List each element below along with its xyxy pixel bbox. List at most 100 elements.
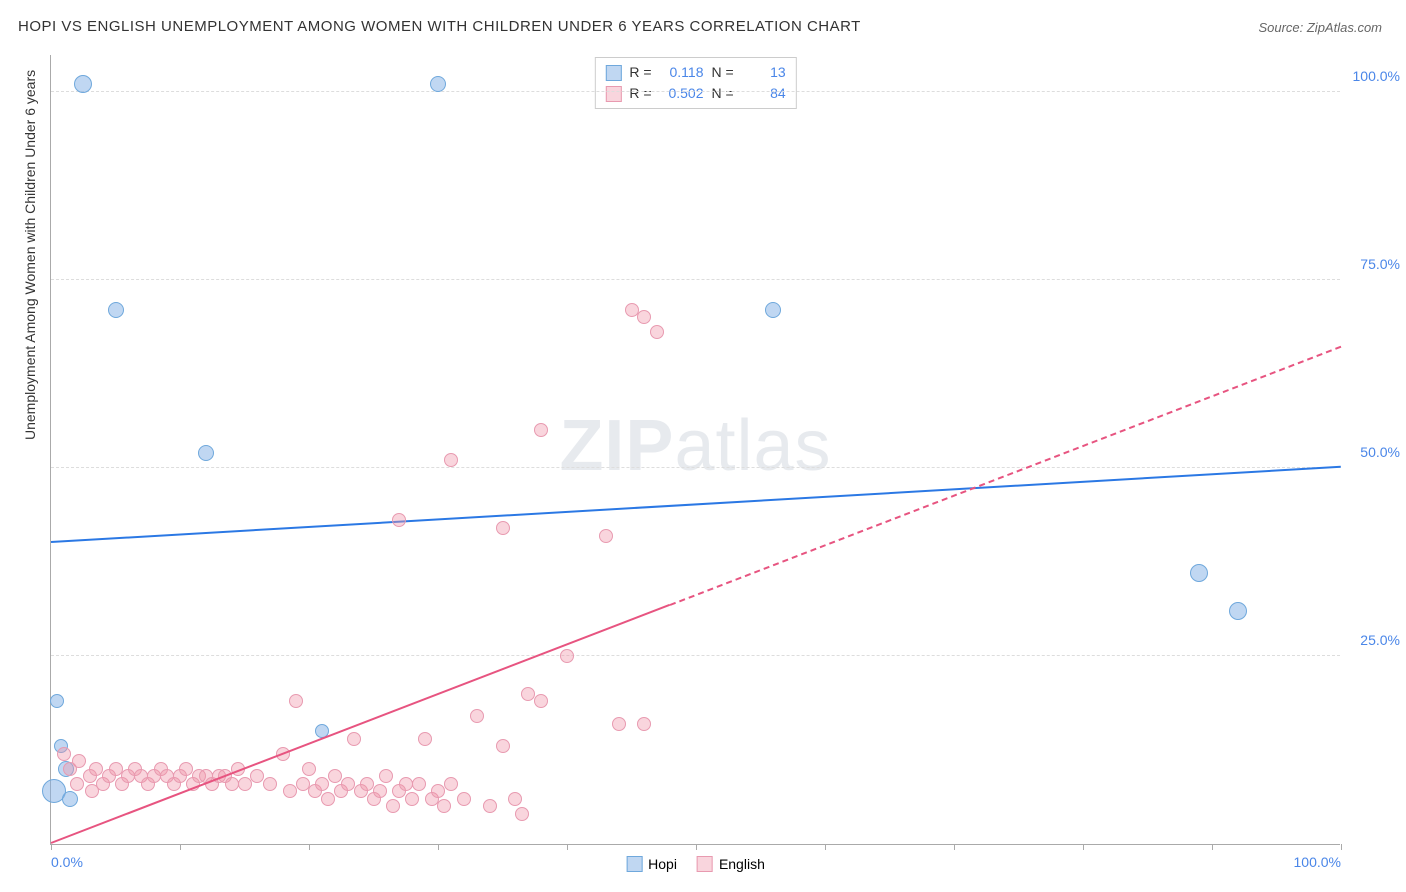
x-tick [1083,844,1084,850]
data-point [386,799,400,813]
data-point [225,777,239,791]
x-tick-label: 0.0% [51,854,83,870]
data-point [289,694,303,708]
data-point [515,807,529,821]
y-tick-label: 25.0% [1360,632,1400,648]
data-point [57,747,71,761]
data-point [347,732,361,746]
data-point [431,784,445,798]
data-point [373,784,387,798]
gridline [51,91,1340,92]
data-point [418,732,432,746]
data-point [296,777,310,791]
stats-legend: R =0.118N =13R =0.502N =84 [594,57,796,109]
data-point [62,791,78,807]
trend-line [51,466,1341,543]
x-tick-label: 100.0% [1294,854,1341,870]
plot-area: ZIPatlas R =0.118N =13R =0.502N =84 Hopi… [50,55,1340,845]
gridline [51,279,1340,280]
x-tick [1341,844,1342,850]
data-point [302,762,316,776]
data-point [379,769,393,783]
data-point [534,423,548,437]
stats-row: R =0.502N =84 [605,83,785,104]
watermark: ZIPatlas [559,404,831,486]
x-tick [180,844,181,850]
data-point [444,777,458,791]
data-point [508,792,522,806]
data-point [599,529,613,543]
chart-title: HOPI VS ENGLISH UNEMPLOYMENT AMONG WOMEN… [18,18,861,35]
y-axis-label: Unemployment Among Women with Children U… [22,70,38,440]
data-point [437,799,451,813]
n-value: 13 [742,62,786,83]
data-point [360,777,374,791]
legend-swatch [605,86,621,102]
x-tick [696,844,697,850]
data-point [392,513,406,527]
data-point [263,777,277,791]
data-point [399,777,413,791]
legend-item: Hopi [626,856,677,872]
x-tick [51,844,52,850]
data-point [637,717,651,731]
data-point [496,739,510,753]
trend-line [51,604,671,844]
data-point [315,777,329,791]
data-point [72,754,86,768]
data-point [412,777,426,791]
data-point [74,75,92,93]
data-point [70,777,84,791]
data-point [108,302,124,318]
data-point [50,694,64,708]
data-point [483,799,497,813]
x-tick [309,844,310,850]
data-point [109,762,123,776]
y-tick-label: 50.0% [1360,444,1400,460]
x-tick [438,844,439,850]
r-label: R = [629,62,651,83]
data-point [612,717,626,731]
r-value: 0.502 [660,83,704,104]
series-legend: Hopi English [626,856,765,872]
source-label: Source: ZipAtlas.com [1258,20,1382,35]
data-point [198,445,214,461]
n-label: N = [712,83,734,104]
gridline [51,655,1340,656]
legend-label: Hopi [648,856,677,872]
watermark-bold: ZIP [559,405,674,485]
data-point [1190,564,1208,582]
data-point [1229,602,1247,620]
legend-swatch [697,856,713,872]
x-tick [1212,844,1213,850]
data-point [560,649,574,663]
watermark-rest: atlas [674,405,831,485]
data-point [637,310,651,324]
data-point [405,792,419,806]
x-tick [567,844,568,850]
data-point [328,769,342,783]
n-value: 84 [742,83,786,104]
legend-swatch [605,65,621,81]
legend-item: English [697,856,765,872]
data-point [625,303,639,317]
gridline [51,467,1340,468]
data-point [341,777,355,791]
data-point [496,521,510,535]
data-point [89,762,103,776]
data-point [321,792,335,806]
stats-row: R =0.118N =13 [605,62,785,83]
n-label: N = [712,62,734,83]
y-tick-label: 75.0% [1360,256,1400,272]
data-point [179,762,193,776]
x-tick [825,844,826,850]
data-point [238,777,252,791]
data-point [765,302,781,318]
data-point [534,694,548,708]
data-point [457,792,471,806]
y-tick-label: 100.0% [1353,68,1400,84]
data-point [283,784,297,798]
data-point [430,76,446,92]
data-point [470,709,484,723]
trend-line [670,346,1342,606]
